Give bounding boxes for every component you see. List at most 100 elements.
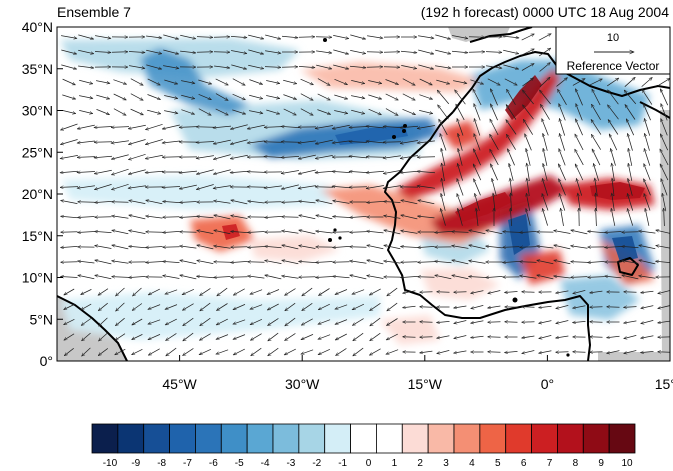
wind-vector [130,108,144,116]
colorbar-swatch [505,423,532,454]
wind-vector [385,93,399,101]
wind-vector [315,139,333,144]
wind-vector [334,78,348,86]
wind-vector [505,351,518,352]
wind-vector [281,36,298,38]
wind-vector [231,277,248,278]
colorbar-label: 5 [495,458,501,469]
wind-vector [197,245,214,250]
wind-vector [588,261,605,262]
wind-vector [64,318,75,326]
wind-vector [230,154,248,158]
wind-vector [94,169,112,173]
colorbar-label: 2 [417,458,423,469]
wind-vector [146,49,162,54]
wind-vector [454,335,467,339]
wind-vector [596,208,597,227]
wind-vector [367,245,384,250]
wind-vector [197,230,214,234]
wind-vector [182,303,194,311]
wind-vector [628,133,633,151]
wind-vector [639,231,656,234]
wind-vector [250,318,263,326]
wind-vector [316,215,333,220]
wind-vector [543,148,548,166]
anomaly-red-southeast [600,240,655,285]
wind-vector [625,119,635,136]
wind-vector [95,246,112,249]
wind-vector [162,187,181,188]
wind-vector [299,201,316,204]
wind-vector [132,334,143,340]
lat-tick-label: 25°N [22,144,53,160]
wind-vector [298,154,316,159]
wind-vector [627,208,634,226]
wind-vector [96,94,109,99]
wind-vector [556,352,569,353]
wind-vector [366,126,385,129]
wind-vector [350,50,366,53]
wind-vector [506,89,516,105]
wind-vector [522,322,535,323]
wind-vector [282,217,299,218]
wind-vector [400,171,419,173]
wind-vector [437,90,450,105]
wind-vector [352,318,364,326]
wind-vector [181,80,195,84]
colorbar-swatch [531,423,558,454]
colorbar-swatch [453,423,481,454]
wind-vector [644,164,651,181]
wind-vector [471,305,484,308]
wind-vector [572,78,585,86]
wind-vector [179,127,198,128]
wind-vector [231,261,248,262]
wind-vector [196,184,214,190]
wind-vector [505,292,518,293]
lat-tick-label: 5°N [30,311,54,327]
wind-vector [368,108,382,116]
wind-vector [333,201,350,204]
wind-vector [370,302,381,310]
wind-vector [387,287,398,296]
lon-tick-label: 0° [541,376,554,392]
wind-vector [284,348,296,356]
wind-vector [299,215,316,220]
colorbar-swatch [298,423,326,454]
wind-vector [420,322,433,323]
wind-vector [133,287,142,296]
wind-vector [196,155,214,159]
wind-vector [148,334,161,340]
wind-vector [559,133,566,151]
anomaly-red-ridge-1 [395,68,560,200]
lon-tick-label: 15°E [655,376,673,392]
wind-vector [230,36,247,37]
wind-vector [111,127,130,128]
wind-vector [502,35,519,38]
wind-vector [94,142,113,143]
wind-vector [233,288,245,296]
wind-vector [130,93,143,101]
wind-vector [145,139,163,145]
wind-vector [196,37,213,38]
wind-vector [198,93,212,101]
wind-vector [166,347,177,356]
wind-vector [180,34,196,38]
wind-vector [419,94,432,100]
wind-vector [490,104,498,121]
wind-vector [183,348,194,355]
wind-vector [333,35,349,38]
wind-vector [488,290,501,294]
wind-vector [437,335,450,339]
wind-vector [230,124,248,129]
wind-vector [400,51,417,52]
lat-tick-label: 15°N [22,228,53,244]
colorbar-label: -2 [312,458,321,469]
wind-vector [231,231,248,232]
wind-vector [148,304,161,310]
wind-vector [644,194,651,211]
wind-vector [132,303,143,311]
wind-vector [163,231,180,232]
wind-vector [440,134,447,151]
wind-vector [366,141,385,144]
wind-vector [249,79,262,85]
